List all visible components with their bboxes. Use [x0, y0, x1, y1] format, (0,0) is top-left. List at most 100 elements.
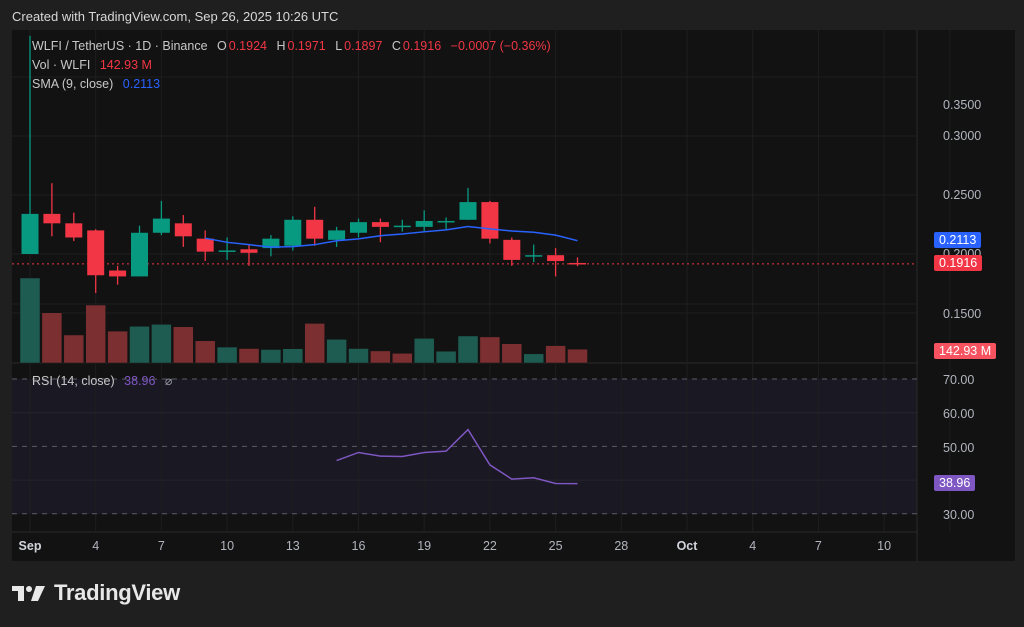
volume-bar [479, 336, 501, 364]
time-axis-label: 19 [417, 539, 432, 553]
volume-bar [41, 312, 63, 364]
volume-bar [238, 348, 260, 364]
chart-frame[interactable]: WLFI / TetherUS · 1D · Binance O 0.1924 H… [12, 30, 1015, 561]
tradingview-logo-icon [12, 586, 45, 601]
volume-bar [392, 353, 413, 364]
candle [131, 232, 148, 277]
volume-bar [567, 348, 588, 364]
candle [503, 239, 521, 260]
volume-bar [194, 340, 216, 364]
rsi-tick: 60.00 [943, 407, 975, 421]
time-axis-label: 10 [877, 539, 892, 553]
rsi-label[interactable]: RSI (14, close) [32, 374, 115, 388]
candle [437, 220, 455, 223]
time-axis-label: 13 [285, 539, 300, 553]
volume-bar [523, 353, 544, 364]
volume-bar [216, 346, 238, 364]
volume-bar [326, 339, 347, 364]
price-tick: 0.3500 [943, 98, 982, 112]
candle [481, 202, 499, 239]
price-tick: 0.2500 [943, 188, 982, 202]
high-value: 0.1971 [287, 39, 326, 53]
volume-bar [173, 326, 194, 364]
volume-bar [282, 348, 304, 364]
candle [196, 238, 214, 252]
volume-bar [413, 338, 435, 364]
rsi-value: 38.96 [124, 374, 156, 388]
volume-legend: Vol · WLFI 142.93 M [32, 58, 154, 72]
volume-label[interactable]: Vol · WLFI [32, 58, 91, 72]
candle [43, 213, 61, 224]
time-axis-label: 7 [814, 539, 822, 553]
open-value: 0.1924 [228, 39, 267, 53]
volume-bar [457, 335, 479, 364]
candle [284, 219, 302, 246]
candle [547, 255, 565, 262]
candle [328, 230, 346, 240]
candle [569, 262, 586, 265]
sma-label[interactable]: SMA (9, close) [32, 77, 114, 91]
rsi-legend: RSI (14, close) 38.96 ⌀ [32, 373, 174, 388]
volume-bar [107, 330, 128, 364]
candle [306, 219, 324, 239]
candle [525, 255, 543, 257]
volume-bar [19, 277, 41, 364]
tradingview-brand[interactable]: TradingView [12, 580, 180, 606]
volume-value: 142.93 M [99, 58, 152, 72]
candle [152, 218, 170, 233]
last-price-tag: 0.1916 [934, 255, 983, 271]
volume-bar [63, 334, 85, 364]
sma-price-tag: 0.2113 [934, 232, 982, 248]
sma-legend: SMA (9, close) 0.2113 [32, 77, 162, 91]
time-axis-label: 4 [92, 539, 100, 553]
change-value: −0.0007 (−0.36%) [450, 39, 551, 53]
candle [218, 250, 236, 252]
brand-name: TradingView [54, 580, 180, 605]
time-axis-label: 25 [548, 539, 563, 553]
candle [21, 213, 39, 254]
time-axis-label: 7 [157, 539, 165, 553]
candle [87, 230, 105, 276]
volume-bar [435, 350, 457, 364]
time-axis-label: Sep [18, 539, 42, 553]
candle [415, 220, 433, 227]
chart-canvas[interactable] [12, 30, 1015, 561]
price-tick: 0.3000 [943, 129, 982, 143]
volume-bar [260, 349, 282, 364]
candle [240, 249, 258, 253]
close-value: 0.1916 [402, 39, 442, 53]
volume-bar [370, 350, 391, 364]
rsi-tick: 30.00 [943, 508, 975, 522]
time-axis-label: 16 [351, 539, 366, 553]
time-axis-label: 28 [614, 539, 629, 553]
time-axis-label: Oct [676, 539, 698, 553]
candle [109, 270, 127, 277]
time-axis-label: 4 [749, 539, 757, 553]
price-tick: 0.1500 [943, 307, 982, 321]
candle [65, 223, 83, 238]
volume-bar [129, 326, 150, 364]
time-axis-label: 10 [220, 539, 235, 553]
low-value: 0.1897 [344, 39, 383, 53]
rsi-tag: 38.96 [934, 475, 976, 491]
symbol-title[interactable]: WLFI / TetherUS · 1D · Binance [32, 39, 208, 53]
volume-bar [304, 323, 325, 364]
sma-value: 0.2113 [122, 77, 161, 91]
volume-bar [545, 345, 566, 364]
candle [262, 238, 280, 249]
time-axis-label: 22 [482, 539, 497, 553]
candle [174, 223, 192, 237]
volume-bar [501, 343, 523, 364]
candle [459, 202, 477, 220]
symbol-legend: WLFI / TetherUS · 1D · Binance O 0.1924 H… [32, 39, 551, 53]
volume-tag: 142.93 M [934, 343, 997, 359]
volume-bar [85, 304, 106, 364]
hidden-source-icon[interactable]: ⌀ [164, 374, 173, 388]
created-with-note: Created with TradingView.com, Sep 26, 20… [12, 9, 339, 24]
candle [371, 222, 389, 227]
volume-bar [348, 348, 369, 364]
rsi-tick: 50.00 [943, 441, 975, 455]
volume-bar [151, 324, 172, 364]
rsi-tick: 70.00 [943, 373, 975, 387]
candle [393, 225, 411, 228]
